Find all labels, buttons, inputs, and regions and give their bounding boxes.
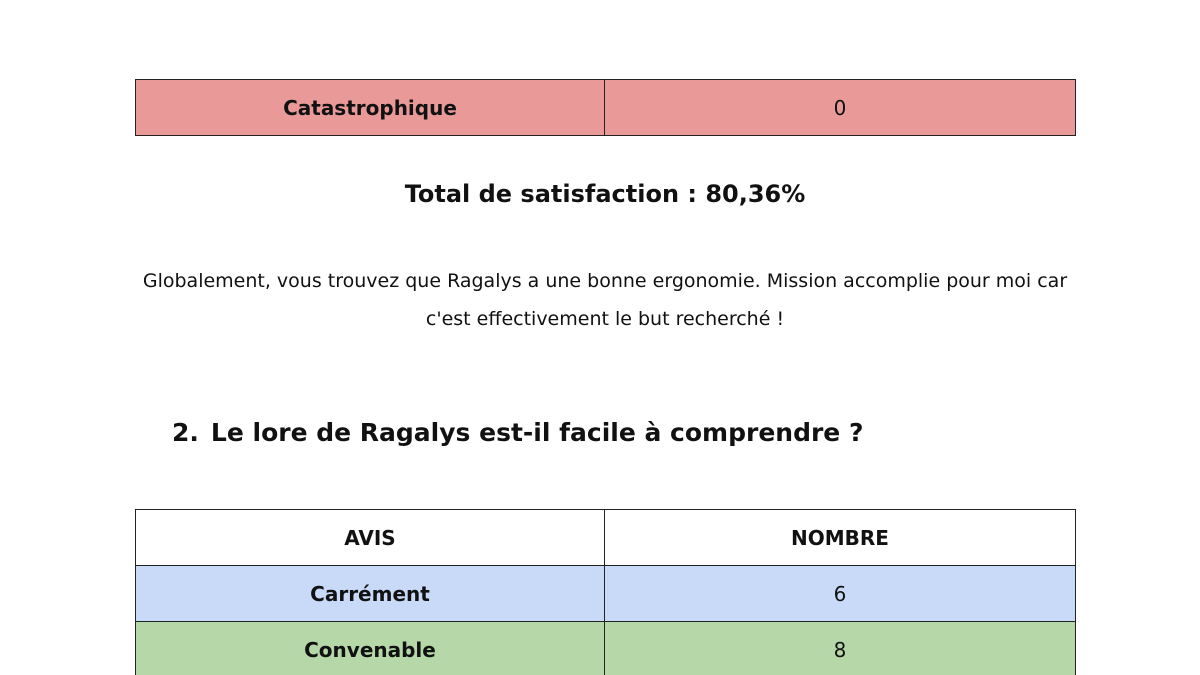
avis-cell: Catastrophique [135, 79, 605, 136]
table-row-catastrophique: Catastrophique 0 [135, 79, 1076, 136]
avis-cell: Convenable [135, 621, 605, 675]
header-avis: AVIS [135, 509, 605, 566]
nombre-cell: 8 [604, 621, 1076, 675]
avis-cell: Carrément [135, 565, 605, 622]
header-nombre: NOMBRE [604, 509, 1076, 566]
question-text: Le lore de Ragalys est-il facile à compr… [210, 418, 864, 447]
nombre-cell: 0 [604, 79, 1076, 136]
question-number: 2. [172, 418, 199, 447]
summary-paragraph: Globalement, vous trouvez que Ragalys a … [142, 270, 1068, 330]
nombre-cell: 6 [604, 565, 1076, 622]
total-satisfaction: Total de satisfaction : 80,36% [404, 180, 806, 208]
table-header-row: AVIS NOMBRE [135, 509, 1076, 566]
satisfaction-table-previous: Catastrophique 0 [135, 79, 1076, 136]
table-row-carrement: Carrément 6 [135, 565, 1076, 622]
satisfaction-table-lore: AVIS NOMBRE Carrément 6 Convenable 8 [135, 509, 1076, 675]
question-heading: 2. Le lore de Ragalys est-il facile à com… [172, 418, 863, 447]
table-row-convenable: Convenable 8 [135, 621, 1076, 675]
